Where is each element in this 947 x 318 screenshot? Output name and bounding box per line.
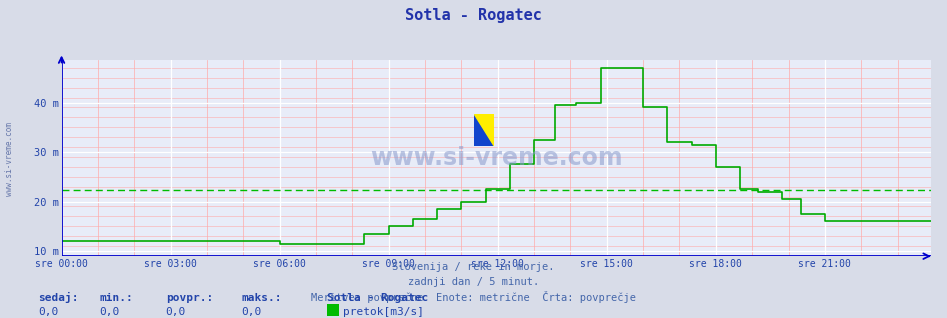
Text: 0,0: 0,0	[99, 307, 119, 317]
Text: pretok[m3/s]: pretok[m3/s]	[343, 307, 424, 317]
Text: sedaj:: sedaj:	[38, 292, 79, 302]
Text: povpr.:: povpr.:	[166, 293, 213, 302]
Text: Meritve: povprečne  Enote: metrične  Črta: povprečje: Meritve: povprečne Enote: metrične Črta:…	[311, 291, 636, 303]
Polygon shape	[474, 114, 494, 146]
Text: min.:: min.:	[99, 293, 134, 302]
Text: maks.:: maks.:	[241, 293, 282, 302]
Text: 0,0: 0,0	[38, 307, 58, 317]
Text: 0,0: 0,0	[166, 307, 186, 317]
Text: Sotla - Rogatec: Sotla - Rogatec	[405, 8, 542, 23]
Text: 0,0: 0,0	[241, 307, 261, 317]
Polygon shape	[474, 114, 494, 146]
Text: www.si-vreme.com: www.si-vreme.com	[370, 146, 622, 170]
Text: www.si-vreme.com: www.si-vreme.com	[5, 122, 14, 196]
Text: Sotla - Rogatec: Sotla - Rogatec	[327, 293, 428, 302]
Text: zadnji dan / 5 minut.: zadnji dan / 5 minut.	[408, 277, 539, 287]
Text: Slovenija / reke in morje.: Slovenija / reke in morje.	[392, 262, 555, 272]
